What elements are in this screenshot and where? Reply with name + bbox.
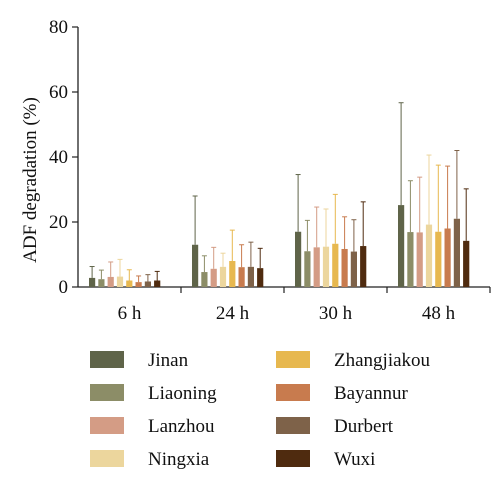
legend-swatch <box>276 351 310 368</box>
legend-item: Jinan <box>90 350 189 371</box>
bar <box>425 224 433 287</box>
y-tick-label: 40 <box>49 147 68 168</box>
bar <box>192 244 199 287</box>
bar <box>435 231 442 287</box>
x-tick-label: 6 h <box>118 303 142 324</box>
bar <box>416 232 423 287</box>
bar <box>116 276 124 287</box>
legend-item: Liaoning <box>90 383 217 404</box>
y-axis-label: ADF degradation (%) <box>20 97 41 263</box>
x-tick-label: 24 h <box>216 303 250 324</box>
bar <box>444 228 451 287</box>
legend-swatch <box>276 417 310 434</box>
legend-item: Zhangjiakou <box>276 350 431 371</box>
bar <box>453 218 460 287</box>
legend-label: Wuxi <box>334 449 375 470</box>
bars <box>89 205 470 287</box>
legend-label: Zhangjiakou <box>334 350 431 371</box>
x-tick-label: 48 h <box>422 303 456 324</box>
bar <box>313 247 320 287</box>
legend-item: Lanzhou <box>90 416 215 437</box>
bar <box>89 277 96 287</box>
legend-swatch <box>276 384 310 401</box>
y-tick-label: 20 <box>49 212 68 233</box>
bar <box>238 267 245 287</box>
legend-label: Ningxia <box>148 449 210 470</box>
x-axis-ticks: 6 h 24 h 30 h 48 h <box>118 287 491 324</box>
bar <box>107 276 114 287</box>
bar <box>463 240 470 287</box>
y-tick-label: 80 <box>49 17 68 38</box>
bar <box>154 280 161 287</box>
legend-item: Ningxia <box>90 449 210 470</box>
legend-item: Wuxi <box>276 449 375 470</box>
bar <box>257 268 264 287</box>
bar <box>341 248 348 287</box>
bar <box>229 261 236 287</box>
legend-item: Bayannur <box>276 383 409 404</box>
y-axis-ticks: 0 20 40 60 80 <box>49 17 78 298</box>
bar <box>407 232 414 287</box>
bar <box>247 266 254 287</box>
legend-label: Durbert <box>334 416 394 437</box>
bar <box>398 205 405 287</box>
bar <box>144 281 151 287</box>
legend-label: Liaoning <box>148 383 217 404</box>
bar <box>304 251 311 287</box>
bar <box>350 251 357 287</box>
legend-label: Jinan <box>148 350 189 371</box>
legend-swatch <box>90 384 124 401</box>
bar <box>360 246 367 287</box>
legend: Jinan Liaoning Lanzhou Ningxia Zhangjiakou Ba… <box>90 350 431 470</box>
bar <box>332 243 339 287</box>
bar <box>201 272 208 287</box>
bar <box>135 282 142 287</box>
error-bars <box>89 102 469 283</box>
y-tick-label: 60 <box>49 82 68 103</box>
legend-swatch <box>90 351 124 368</box>
legend-label: Bayannur <box>334 383 409 404</box>
legend-item: Durbert <box>276 416 394 437</box>
bar <box>322 246 330 287</box>
legend-label: Lanzhou <box>148 416 215 437</box>
bar <box>219 266 227 287</box>
bar <box>210 268 217 287</box>
bar <box>295 231 302 287</box>
legend-swatch <box>276 450 310 467</box>
bar <box>126 280 133 287</box>
legend-swatch <box>90 417 124 434</box>
y-tick-label: 0 <box>59 277 69 298</box>
bar <box>98 279 105 287</box>
legend-swatch <box>90 450 124 467</box>
x-tick-label: 30 h <box>319 303 353 324</box>
